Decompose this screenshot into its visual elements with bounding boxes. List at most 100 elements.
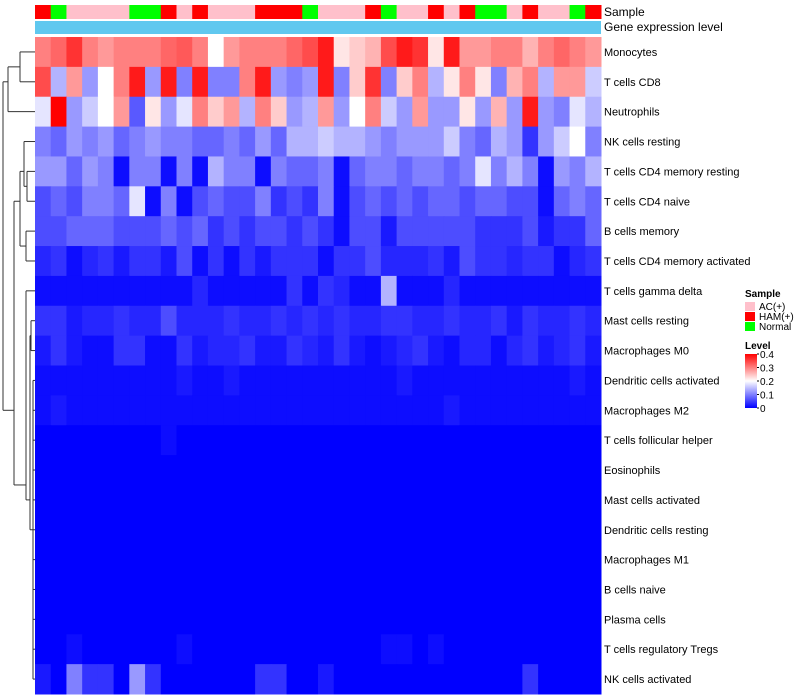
heatmap-cell	[302, 455, 319, 486]
heatmap-cell	[239, 335, 256, 366]
heatmap-cell	[302, 395, 319, 426]
heatmap-cell	[302, 126, 319, 157]
heatmap-cell	[50, 514, 67, 546]
heatmap-cell	[412, 574, 429, 605]
heatmap-cell	[145, 216, 162, 247]
heatmap-cell	[286, 305, 303, 337]
heatmap-cell	[270, 365, 288, 396]
heatmap-cell	[506, 365, 523, 396]
heatmap-cell	[349, 335, 366, 366]
heatmap-cell	[412, 216, 429, 247]
heatmap-cell	[207, 126, 225, 157]
heatmap-cell	[318, 365, 335, 396]
heatmap-cell	[365, 574, 382, 605]
heatmap-cell	[82, 275, 99, 307]
row-label: B cells naive	[604, 584, 666, 596]
heatmap-cell	[145, 37, 162, 68]
heatmap-cell	[35, 365, 52, 396]
heatmap-cell	[380, 634, 398, 665]
heatmap-cell	[192, 604, 209, 635]
heatmap-cell	[569, 634, 586, 665]
heatmap-cell	[475, 66, 492, 98]
heatmap-cell	[97, 425, 115, 456]
heatmap-cell	[538, 186, 555, 217]
heatmap-cell	[176, 425, 193, 456]
heatmap-cell	[522, 305, 539, 337]
heatmap-cell	[270, 156, 288, 187]
heatmap-cell	[192, 246, 209, 277]
heatmap-cell	[412, 604, 429, 635]
heatmap-cell	[333, 634, 350, 665]
heatmap-cell	[380, 126, 398, 157]
heatmap-cell	[223, 96, 240, 128]
heatmap-cell	[569, 37, 586, 68]
heatmap-cell	[223, 246, 240, 277]
heatmap-cell	[412, 484, 429, 516]
heatmap-cell	[443, 156, 460, 187]
heatmap-cell	[428, 156, 445, 187]
heatmap-cell	[396, 96, 413, 128]
heatmap-cell	[412, 37, 429, 68]
heatmap-cell	[97, 126, 115, 157]
heatmap-cell	[318, 634, 335, 665]
heatmap-cell	[553, 186, 571, 217]
heatmap-cell	[35, 305, 52, 337]
heatmap-cell	[176, 275, 193, 307]
heatmap-cell	[412, 395, 429, 426]
sample-track-cell	[396, 5, 413, 19]
heatmap-cell	[255, 544, 272, 576]
heatmap-cell	[82, 186, 99, 217]
heatmap-cell	[97, 664, 115, 695]
heatmap-cell	[145, 664, 162, 695]
heatmap-cell	[286, 96, 303, 128]
heatmap-cell	[176, 544, 193, 576]
heatmap-cell	[585, 246, 602, 277]
heatmap-cell	[522, 484, 539, 516]
sample-track-cell	[129, 5, 146, 19]
heatmap-cell	[506, 275, 523, 307]
heatmap-cell	[428, 634, 445, 665]
heatmap-cell	[318, 455, 335, 486]
heatmap-cell	[585, 664, 602, 695]
heatmap-cell	[459, 96, 476, 128]
heatmap-cell	[506, 455, 523, 486]
sample-track-cell	[349, 5, 366, 19]
heatmap-cell	[522, 156, 539, 187]
heatmap-cell	[380, 455, 398, 486]
heatmap-cell	[318, 664, 335, 695]
heatmap-cell	[192, 514, 209, 546]
heatmap-cell	[365, 604, 382, 635]
heatmap-cell	[365, 305, 382, 337]
heatmap-cell	[270, 634, 288, 665]
heatmap-cell	[538, 305, 555, 337]
sample-track-cell	[443, 5, 460, 19]
heatmap-cell	[160, 544, 177, 576]
heatmap-cell	[522, 335, 539, 366]
heatmap-cell	[113, 156, 130, 187]
legend-swatch	[745, 322, 755, 331]
heatmap-cell	[380, 664, 398, 695]
row-label: B cells memory	[604, 226, 680, 238]
heatmap-cell	[192, 365, 209, 396]
heatmap-cell	[459, 156, 476, 187]
heatmap-cell	[475, 96, 492, 128]
heatmap-cell	[365, 365, 382, 396]
heatmap-cell	[270, 96, 288, 128]
heatmap-cell	[380, 216, 398, 247]
heatmap-cell	[522, 604, 539, 635]
heatmap-cell	[145, 544, 162, 576]
heatmap-cell	[459, 574, 476, 605]
heatmap-cell	[239, 96, 256, 128]
sample-track-cell	[207, 5, 225, 19]
row-labels: Monocytes T cells CD8 Neutrophils NK cells …	[604, 47, 751, 686]
heatmap-cell	[459, 305, 476, 337]
heatmap-cell	[380, 246, 398, 277]
heatmap-cell	[475, 186, 492, 217]
heatmap-cell	[270, 246, 288, 277]
heatmap-cell	[506, 246, 523, 277]
heatmap-cell	[459, 514, 476, 546]
heatmap-cell	[255, 186, 272, 217]
heatmap-cell	[35, 186, 52, 217]
heatmap-cell	[192, 425, 209, 456]
heatmap-cell	[255, 66, 272, 98]
